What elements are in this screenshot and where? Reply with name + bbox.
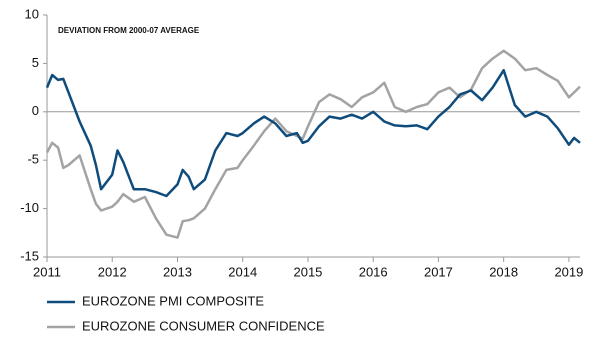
x-tick-label: 2013 [163,264,192,279]
x-tick-label: 2019 [554,264,583,279]
legend-label: EUROZONE CONSUMER CONFIDENCE [82,318,325,333]
x-tick-label: 2011 [33,264,61,279]
x-tick-label: 2012 [98,264,127,279]
y-tick-label: 10 [25,6,39,21]
y-tick-label: 5 [32,55,39,70]
x-tick-label: 2016 [359,264,388,279]
series-line [45,68,581,198]
y-tick-label: 0 [32,103,39,118]
y-tick-label: -15 [20,248,39,263]
series-line [45,49,581,239]
x-tick-label: 2014 [228,264,257,279]
x-tick-label: 2018 [489,264,518,279]
legend-label: EUROZONE PMI COMPOSITE [82,293,264,308]
x-tick-label: 2015 [293,264,322,279]
annotation: DEVIATION FROM 2000-07 AVERAGE [58,26,200,35]
y-tick-label: -5 [27,152,39,167]
y-tick-label: -10 [20,200,39,215]
x-tick-label: 2017 [424,264,453,279]
